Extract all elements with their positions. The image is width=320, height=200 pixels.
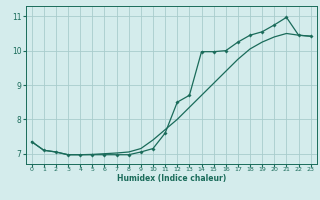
X-axis label: Humidex (Indice chaleur): Humidex (Indice chaleur) <box>116 174 226 183</box>
